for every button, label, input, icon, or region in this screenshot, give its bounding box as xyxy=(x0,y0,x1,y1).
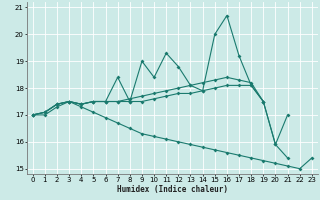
X-axis label: Humidex (Indice chaleur): Humidex (Indice chaleur) xyxy=(117,185,228,194)
